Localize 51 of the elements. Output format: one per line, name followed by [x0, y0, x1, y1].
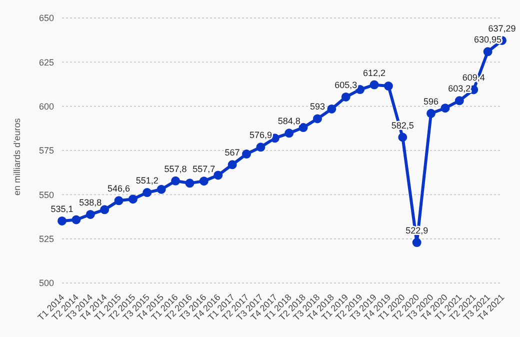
point [312, 114, 322, 124]
data-label: 605,3 [334, 80, 358, 90]
y-axis-title: en milliards d'euros [12, 118, 22, 196]
point [341, 92, 350, 102]
y-tick-label: 625 [38, 57, 54, 68]
point [128, 194, 138, 204]
data-label: 535,1 [50, 204, 74, 214]
y-tick-label: 575 [38, 146, 54, 156]
point [454, 96, 464, 106]
point [384, 82, 393, 91]
point [214, 170, 223, 180]
point [114, 196, 124, 206]
point [156, 184, 166, 194]
point [412, 238, 422, 248]
point [370, 80, 379, 90]
data-label: 612,2 [362, 68, 386, 78]
data-label: 546,6 [108, 184, 130, 194]
point [142, 188, 152, 198]
data-label: 551,2 [136, 176, 158, 186]
point [228, 160, 237, 170]
point [483, 47, 492, 56]
point [298, 123, 308, 132]
point [426, 108, 436, 118]
point [242, 150, 252, 159]
point [86, 210, 95, 219]
point [440, 104, 450, 113]
y-tick-label: 550 [38, 190, 54, 200]
point [356, 85, 365, 94]
point [100, 205, 110, 214]
data-label: 557,8 [164, 164, 187, 174]
y-tick-label: 650 [38, 13, 54, 24]
point [256, 142, 266, 152]
data-label: 596 [424, 96, 439, 106]
point [72, 215, 81, 224]
data-label: 557,7 [192, 164, 216, 174]
point [199, 176, 208, 186]
data-label: 538,8 [79, 197, 102, 208]
point [185, 178, 194, 188]
point [171, 176, 180, 186]
point [58, 216, 66, 226]
data-label: 576,9 [249, 130, 272, 140]
data-label: 593 [310, 102, 325, 112]
data-label: 584,8 [278, 116, 300, 126]
y-tick-label: 500 [38, 278, 54, 288]
y-tick-label: 600 [38, 102, 54, 112]
y-tick-label: 525 [38, 234, 54, 244]
point [284, 128, 294, 138]
data-label: 637,29 [488, 23, 516, 34]
data-label: 567 [224, 148, 240, 158]
point [398, 132, 408, 142]
point [327, 104, 336, 114]
